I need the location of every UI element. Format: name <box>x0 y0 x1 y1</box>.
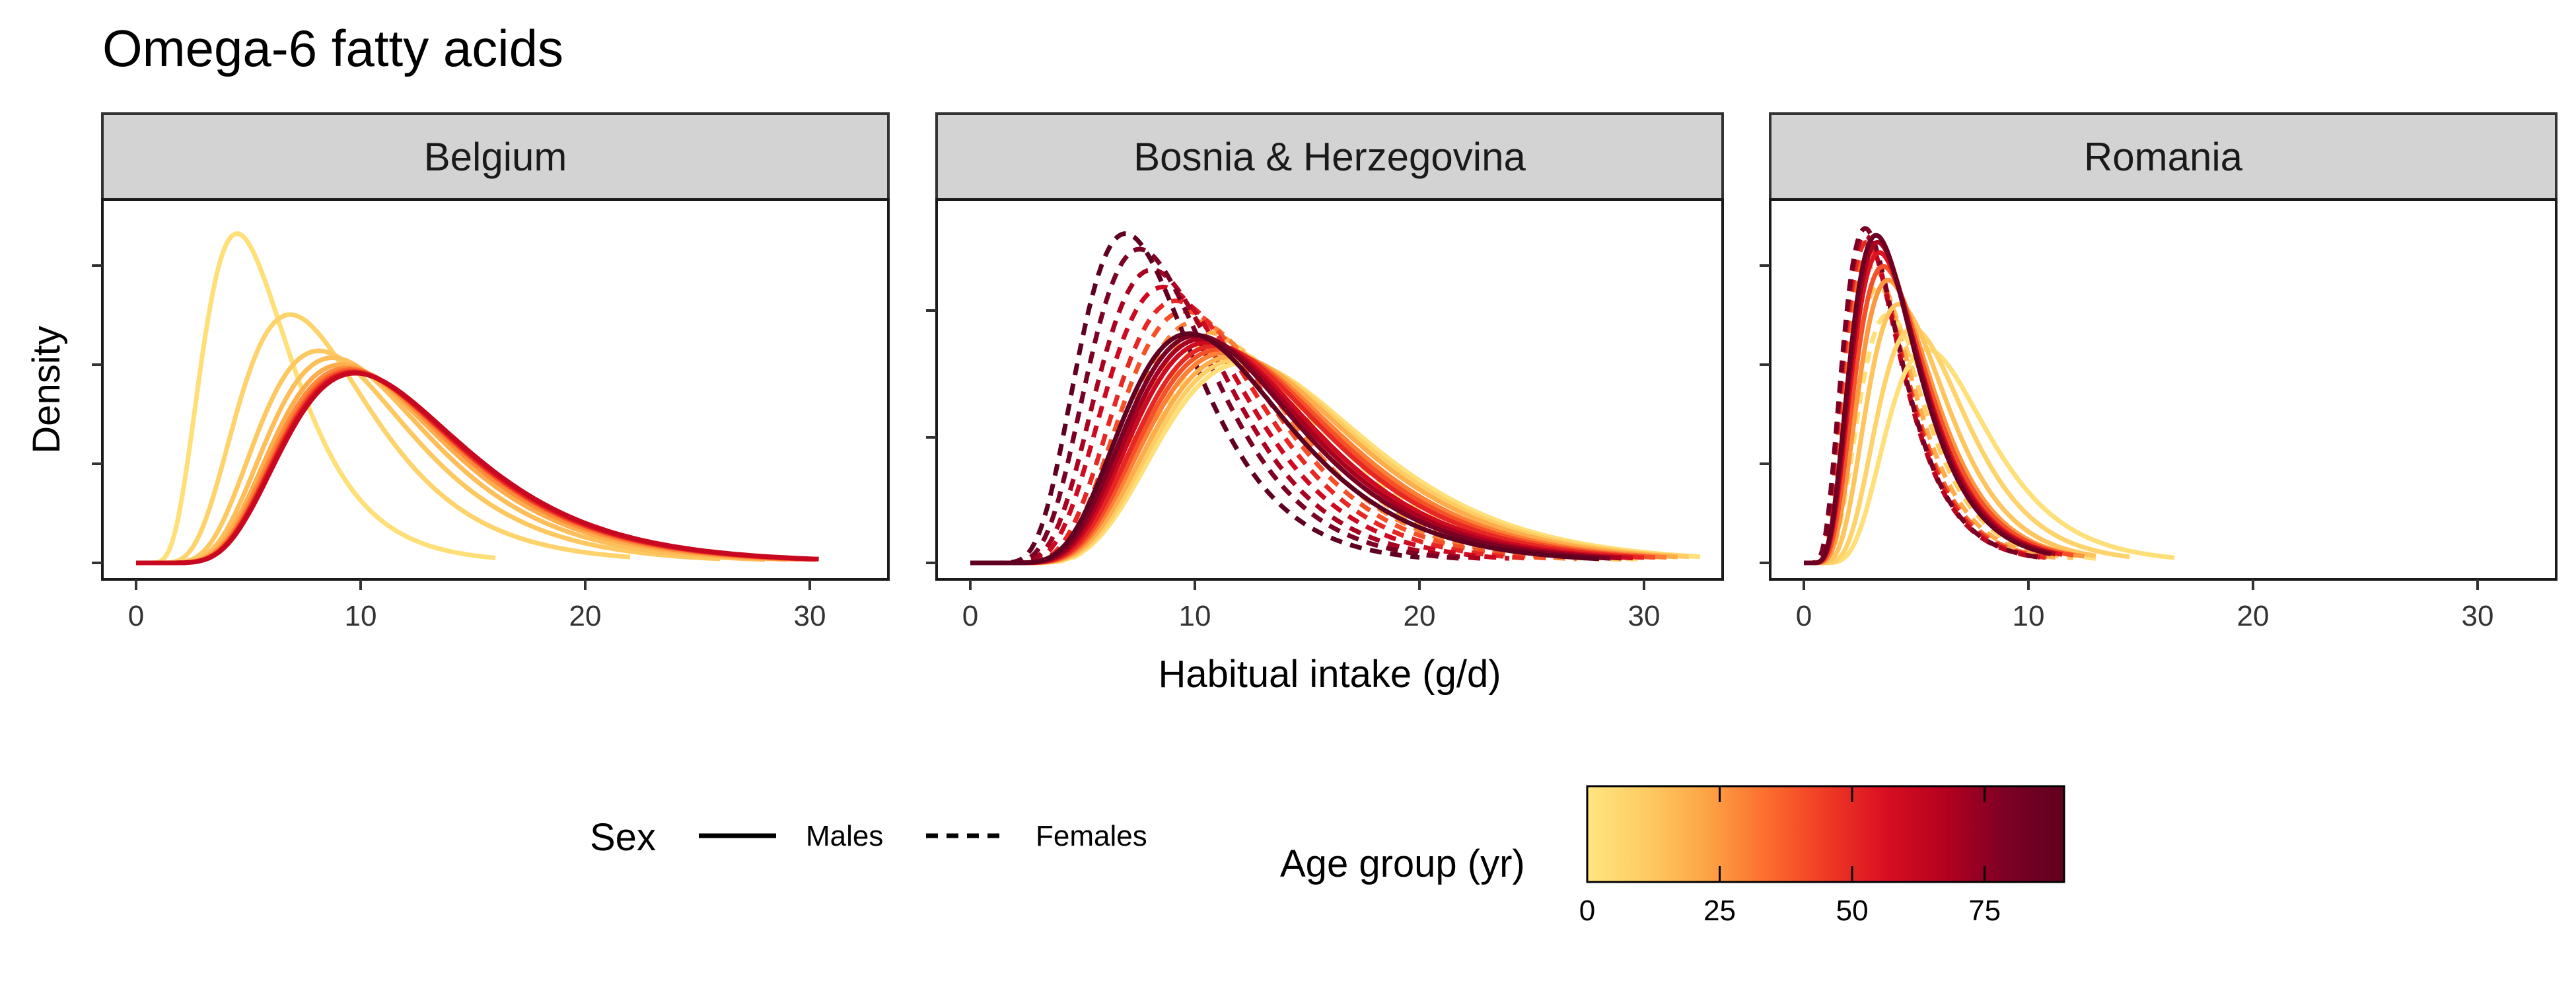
density-curve <box>1803 302 2096 566</box>
x-ticks: 0 10 20 30 <box>1796 579 2494 632</box>
strip-label: Romania <box>2084 135 2243 179</box>
x-tick-label: 20 <box>2237 600 2270 632</box>
x-tick-label: 10 <box>1179 600 1211 632</box>
x-tick-label: 10 <box>2013 600 2045 632</box>
strip-label: Bosnia & Herzegovina <box>1133 135 1526 179</box>
panel-belgium: Belgium 0 10 20 30 <box>92 112 890 632</box>
chart-title: Omega-6 fatty acids <box>102 19 563 77</box>
age-tick-label: 50 <box>1836 895 1869 927</box>
age-colorbar <box>1586 785 2065 883</box>
x-tick-label: 10 <box>345 600 377 632</box>
x-tick-label: 30 <box>2462 600 2494 632</box>
legend-label-females: Females <box>1036 820 1147 852</box>
age-legend: Age group (yr) 0 25 50 75 <box>1280 785 2065 927</box>
age-colorbar-ticks: 0 25 50 75 <box>1579 786 2001 927</box>
curves-layer <box>970 231 1701 566</box>
panel-frame <box>101 198 890 581</box>
y-ticks <box>92 264 102 564</box>
density-curve <box>1803 233 2040 566</box>
x-ticks: 0 10 20 30 <box>128 579 826 632</box>
density-curve <box>1803 264 2074 566</box>
x-tick-label: 20 <box>569 600 602 632</box>
strip-background <box>101 112 890 201</box>
strip-label: Belgium <box>424 135 567 179</box>
density-curve <box>136 348 721 566</box>
age-legend-title: Age group (yr) <box>1280 842 1525 885</box>
panel-frame <box>1769 198 2558 581</box>
sex-legend-title: Sex <box>590 816 656 859</box>
y-ticks <box>1760 264 1770 564</box>
density-curve <box>1804 346 2175 566</box>
y-ticks <box>926 309 937 564</box>
x-tick-label: 0 <box>962 600 978 632</box>
density-curve <box>970 353 1678 566</box>
density-curve <box>970 298 1532 566</box>
density-curve <box>136 355 766 566</box>
density-curve <box>136 371 819 566</box>
strip-background <box>1769 112 2558 201</box>
curves-layer <box>1803 226 2175 566</box>
density-curve <box>970 231 1420 566</box>
x-tick-label: 20 <box>1404 600 1436 632</box>
sex-legend: Sex Males Females <box>590 816 1147 859</box>
panel-romania: Romania 0 10 20 30 <box>1760 112 2558 632</box>
age-tick-label: 0 <box>1579 895 1595 927</box>
density-curve <box>970 331 1600 566</box>
density-curve <box>136 312 631 566</box>
age-tick-label: 75 <box>1968 895 2001 927</box>
density-curve <box>970 333 1611 566</box>
density-curve <box>1803 233 2052 566</box>
density-curve <box>970 343 1645 566</box>
x-axis-title: Habitual intake (g/d) <box>1158 653 1501 696</box>
x-tick-label: 0 <box>128 600 144 632</box>
density-curve <box>136 231 496 566</box>
panel-bosnia-herzegovina: Bosnia & Herzegovina 0 10 20 30 <box>926 112 1724 632</box>
density-curve <box>1804 326 2130 566</box>
density-curve <box>970 246 1465 566</box>
legend-label-males: Males <box>806 820 883 852</box>
curves-layer <box>136 231 819 566</box>
x-tick-label: 30 <box>794 600 826 632</box>
density-curve <box>1803 226 2040 566</box>
age-tick-label: 25 <box>1703 895 1736 927</box>
x-tick-label: 30 <box>1628 600 1661 632</box>
y-axis-title: Density <box>25 326 68 453</box>
strip-background <box>935 112 1724 201</box>
panel-frame <box>935 198 1724 581</box>
x-tick-label: 0 <box>1796 600 1812 632</box>
x-ticks: 0 10 20 30 <box>962 579 1661 632</box>
